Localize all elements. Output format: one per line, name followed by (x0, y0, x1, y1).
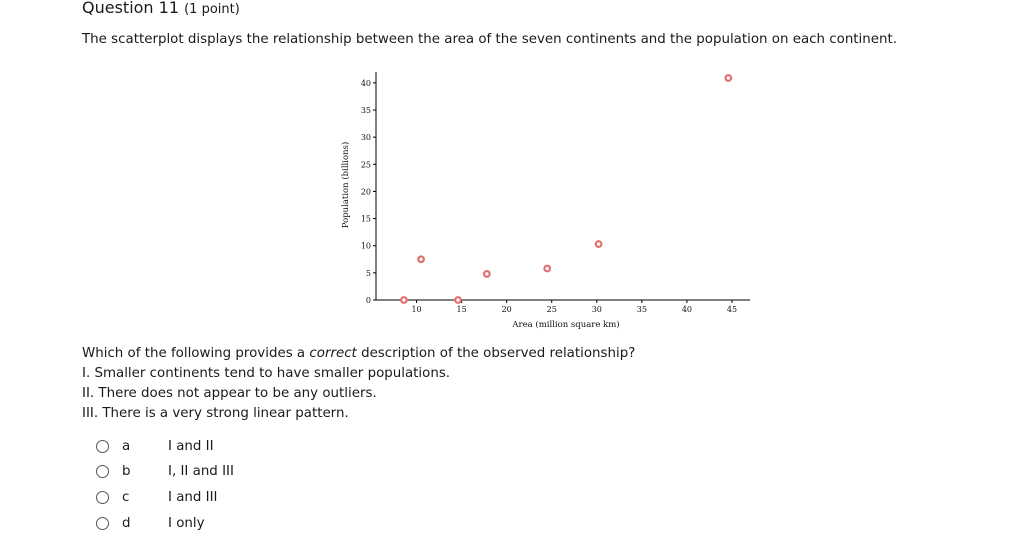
y-tick-label: 5 (366, 269, 371, 278)
option-text: I and III (168, 489, 218, 505)
y-tick-label: 10 (361, 242, 371, 251)
question-title: Question 11 (82, 0, 180, 17)
x-tick-label: 10 (411, 305, 421, 314)
option-text: I only (168, 515, 205, 531)
data-point (482, 270, 491, 278)
which-suffix: description of the observed relationship… (356, 346, 636, 361)
y-axis: 0 5 10 15 20 25 30 35 40 (361, 72, 377, 305)
question-points: (1 point) (184, 2, 240, 17)
x-axis: 10 15 20 25 30 35 40 45 (376, 299, 750, 314)
option-letter: b (122, 463, 131, 479)
y-axis-label: Population (billions) (340, 142, 351, 229)
option-text: I, II and III (168, 463, 234, 479)
y-tick-label: 40 (361, 79, 371, 88)
x-axis-label: Area (million square km) (511, 319, 619, 330)
option-d[interactable]: d I only (96, 511, 205, 535)
y-tick-label: 35 (361, 106, 371, 115)
data-point (454, 296, 462, 304)
option-text: I and II (168, 438, 214, 454)
statement-3: III. There is a very strong linear patte… (82, 406, 349, 421)
option-c[interactable]: c I and III (96, 485, 218, 509)
option-letter: a (122, 438, 131, 454)
y-tick-label: 25 (361, 160, 371, 169)
which-question: Which of the following provides a correc… (82, 344, 635, 364)
x-tick-label: 30 (592, 305, 602, 314)
option-b[interactable]: b I, II and III (96, 459, 234, 483)
data-point (594, 240, 603, 248)
option-letter: d (122, 515, 131, 531)
statement-1: I. Smaller continents tend to have small… (82, 366, 451, 381)
y-tick-label: 0 (366, 296, 371, 305)
statement-2: II. There does not appear to be any outl… (82, 386, 377, 401)
data-point (417, 255, 425, 264)
option-letter: c (122, 489, 130, 505)
x-tick-label: 20 (502, 305, 512, 314)
y-tick-label: 15 (361, 215, 371, 224)
data-point (543, 264, 552, 273)
x-tick-label: 45 (727, 305, 737, 314)
x-tick-label: 25 (547, 305, 557, 314)
y-tick-label: 20 (361, 187, 371, 196)
question-prompt: The scatterplot displays the relationshi… (82, 32, 897, 47)
radio-button[interactable] (96, 516, 109, 530)
option-a[interactable]: a I and II (96, 434, 214, 458)
question-header: Question 11 (1 point) (82, 0, 240, 17)
data-point (400, 296, 408, 304)
x-tick-label: 35 (637, 305, 647, 314)
radio-button[interactable] (96, 490, 109, 504)
radio-button[interactable] (96, 439, 109, 453)
which-prefix: Which of the following provides a (82, 346, 310, 361)
data-point (724, 74, 733, 82)
x-tick-label: 40 (682, 305, 692, 314)
radio-button[interactable] (96, 464, 109, 478)
y-tick-label: 30 (361, 133, 371, 142)
data-points (400, 74, 733, 304)
which-emphasis: correct (309, 346, 357, 361)
x-tick-label: 15 (457, 305, 467, 314)
